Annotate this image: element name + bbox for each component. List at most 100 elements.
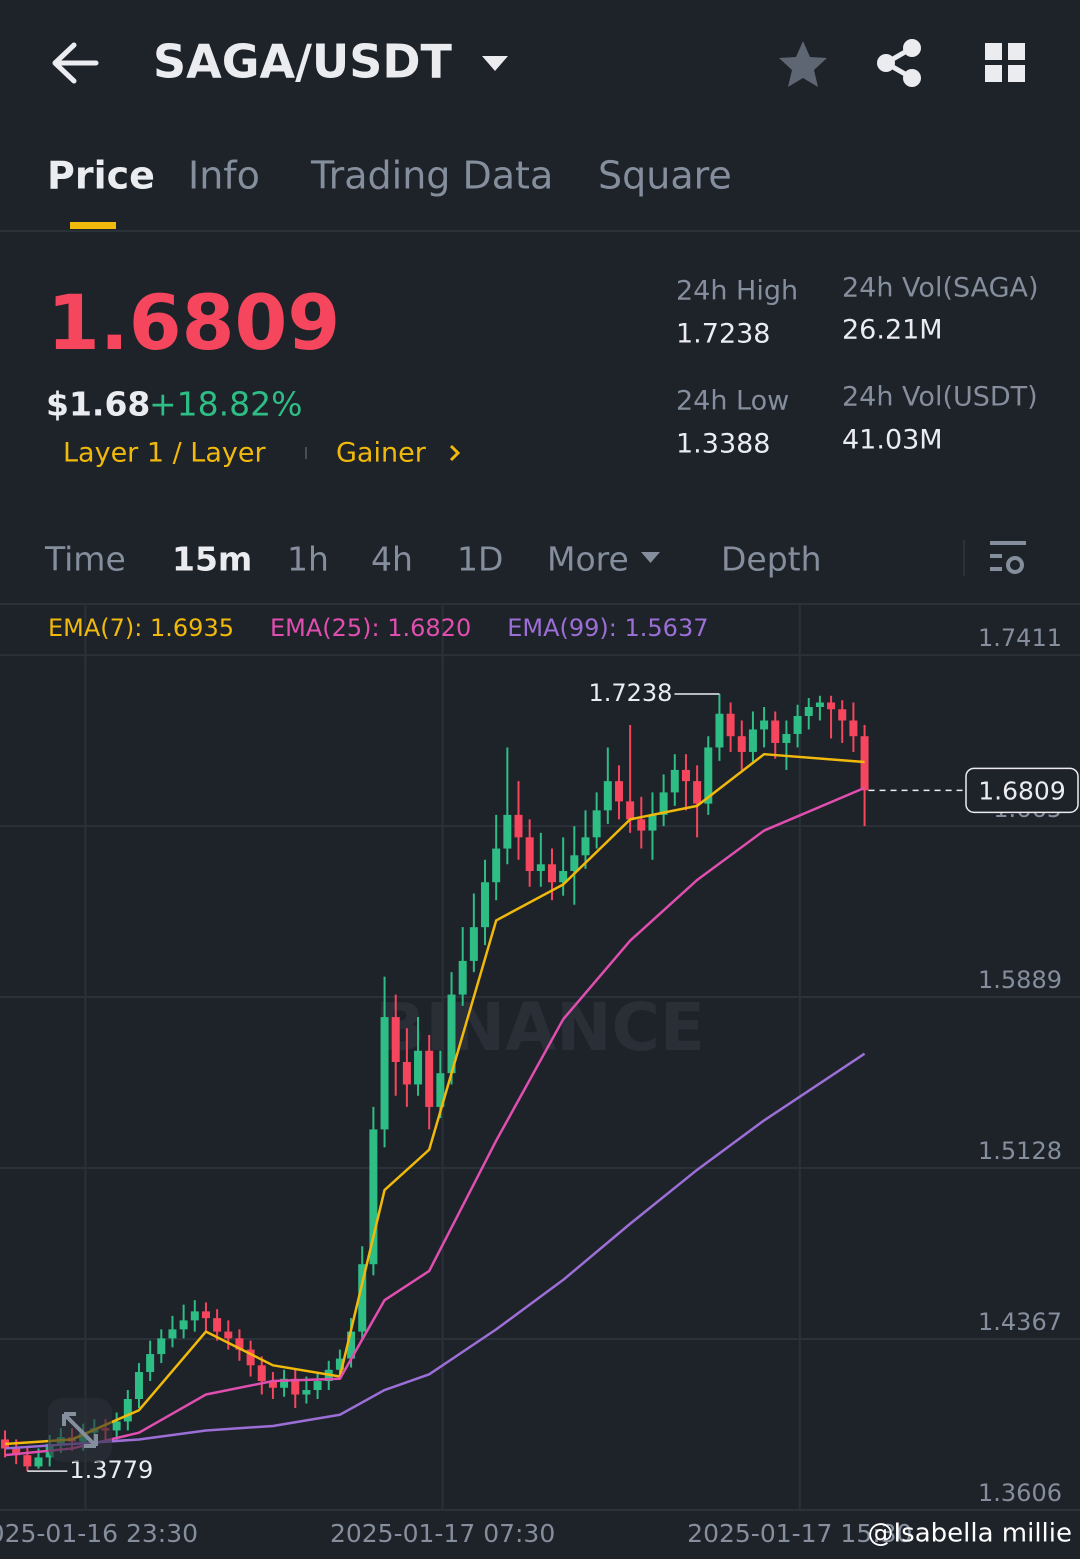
candle-body	[481, 882, 490, 928]
last-price-tag	[965, 767, 1079, 814]
interval[interactable]: More	[547, 540, 629, 579]
candle-body	[23, 1455, 32, 1467]
candle-body	[280, 1378, 289, 1388]
candle-body	[391, 1017, 400, 1062]
candle-body	[358, 1264, 367, 1332]
settings-gear	[1006, 556, 1024, 574]
candle-body	[548, 864, 556, 883]
candle-body	[380, 1017, 389, 1130]
candle-body	[838, 709, 847, 721]
usd-price: $1.68	[46, 385, 150, 424]
candle-body	[246, 1349, 255, 1366]
y-tick-label: 1.4367	[978, 1308, 1062, 1336]
stat-value: 1.3388	[676, 429, 770, 460]
interval[interactable]: 1D	[457, 540, 503, 579]
back-icon	[52, 42, 99, 84]
stat-value: 41.03M	[842, 425, 943, 456]
candle-body	[313, 1381, 322, 1391]
stat-label: 24h Low	[676, 386, 789, 417]
candle-body	[659, 792, 668, 815]
stat-label: 24h Vol(SAGA)	[842, 273, 1039, 304]
pair-title[interactable]: SAGA/USDT	[153, 35, 453, 89]
candle-body	[559, 871, 568, 883]
candle-body	[592, 810, 601, 838]
candle-body	[525, 837, 534, 872]
candle-body	[235, 1338, 244, 1350]
candle-body	[514, 814, 523, 838]
candle-body	[291, 1378, 300, 1395]
divider	[0, 603, 1080, 605]
share-icon[interactable]	[877, 39, 921, 87]
candle-body	[737, 736, 746, 752]
annotation-label: 1.7238	[588, 679, 672, 707]
chevron	[449, 444, 461, 462]
stat-value: 1.7238	[676, 319, 770, 350]
candle-body	[34, 1457, 43, 1467]
grid-icon[interactable]	[985, 43, 1025, 82]
tab[interactable]: Square	[598, 154, 732, 198]
legend-entry: EMA(99): 1.5637	[507, 614, 708, 642]
candle-body	[860, 736, 869, 791]
ema-line	[4, 752, 865, 1446]
candle-body	[760, 720, 769, 730]
candle-body	[157, 1338, 166, 1355]
legend-entry: EMA(25): 1.6820	[270, 614, 471, 642]
gainer-tag[interactable]: Gainer	[336, 438, 427, 469]
interval[interactable]: 15m	[172, 540, 252, 579]
candle-body	[670, 769, 679, 793]
candle-body	[581, 837, 590, 856]
sector-tag[interactable]: Layer 1 / Layer	[63, 438, 266, 469]
credit: @Isabella millie	[867, 1519, 1072, 1549]
more-caret	[641, 552, 660, 563]
pair-dropdown[interactable]	[482, 56, 508, 71]
chart-settings-icon[interactable]	[990, 541, 1026, 574]
candle-body	[458, 960, 467, 995]
candle-body	[447, 994, 456, 1074]
candle-body	[827, 702, 836, 710]
candle-body	[414, 1050, 423, 1085]
interval[interactable]: Time	[44, 540, 126, 579]
stat-value: 26.21M	[842, 315, 943, 346]
candle-body	[570, 855, 579, 872]
tab[interactable]: Price	[47, 154, 155, 198]
interval[interactable]: 4h	[371, 540, 413, 579]
candle-body	[224, 1331, 233, 1339]
candle-body	[123, 1399, 132, 1422]
tag-separator	[305, 447, 307, 459]
tab[interactable]: Info	[188, 154, 260, 198]
candle-body	[469, 927, 478, 961]
tab-indicator	[70, 222, 116, 229]
candle-body	[637, 819, 646, 831]
legend-entry: EMA(7): 1.6935	[48, 614, 234, 642]
candle-body	[614, 781, 623, 802]
candle-body	[369, 1129, 378, 1265]
settings-lines	[990, 541, 1026, 571]
candle-body	[190, 1311, 199, 1321]
candle-body	[257, 1365, 266, 1382]
interval[interactable]: Depth	[721, 540, 822, 579]
candle-body	[704, 747, 713, 804]
favorite-icon[interactable]	[779, 41, 827, 87]
interval[interactable]: 1h	[287, 540, 329, 579]
plot: 1.36061.43671.51281.58891.6651.74112025-…	[0, 605, 1080, 1548]
grid-cell	[985, 65, 1002, 82]
candle-body	[726, 713, 735, 737]
share-lines	[884, 45, 914, 81]
watermark: BINANCE	[375, 989, 705, 1066]
grid-cell	[985, 43, 1002, 60]
last-price-label: 1.6809	[978, 776, 1065, 805]
candle-body	[146, 1354, 155, 1373]
y-tick-label: 1.5889	[978, 966, 1062, 994]
zoom-button[interactable]	[48, 1398, 112, 1462]
tab[interactable]: Trading Data	[310, 154, 553, 198]
candle-body	[268, 1381, 277, 1388]
price-change: +18.82%	[149, 385, 302, 424]
candle-body	[112, 1421, 121, 1431]
back-button[interactable]	[52, 42, 99, 84]
ema-line	[4, 786, 866, 1457]
y-tick-label: 1.5128	[978, 1137, 1062, 1165]
candle-body	[681, 769, 690, 782]
